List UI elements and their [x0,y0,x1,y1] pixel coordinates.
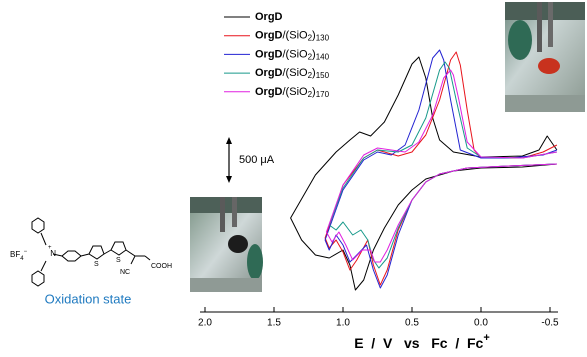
x-tick-label: 0.0 [474,318,488,329]
cv-curve [325,69,557,263]
legend-label: OrgD/(SiO2)150 [255,67,330,80]
legend-label: OrgD/(SiO2)130 [255,30,330,43]
molecule-labels: BF4− N+ S S NC COOH Oxidation state [10,245,172,307]
sulfur: S [116,257,121,264]
legend-label: OrgD [255,11,283,23]
scale-bar-label: 500 μA [239,154,275,166]
x-tick-label: 1.0 [336,318,350,329]
photo-reduced [505,2,585,112]
scale-bar: 500 μA [226,137,275,183]
x-axis-label: E / V vs Fc / Fc+ [354,332,490,351]
sulfur: S [94,261,99,268]
caption: Oxidation state [45,291,132,306]
legend-label: OrgD/(SiO2)140 [255,48,330,61]
legend-label: OrgD/(SiO2)170 [255,86,330,99]
counterion: BF4− [10,249,28,262]
cv-curve [290,56,558,291]
plot: 2.0 1.5 1.0 0.5 0.0 -0.5 OrgD OrgD/(SiO2)130 Org… [198,11,559,329]
molecule [31,217,151,287]
arrow-head [226,176,232,183]
cv-curve [324,49,558,289]
acid: COOH [151,263,172,270]
x-tick-label: 1.5 [267,318,281,329]
x-tick-label: -0.5 [541,318,559,329]
x-tick-label: 2.0 [198,318,212,329]
x-tick-label: 0.5 [405,318,419,329]
photo-oxidized [190,197,263,292]
nitrogen: N+ [48,245,56,259]
nitrile: NC [120,269,130,276]
arrow-head [226,137,232,144]
